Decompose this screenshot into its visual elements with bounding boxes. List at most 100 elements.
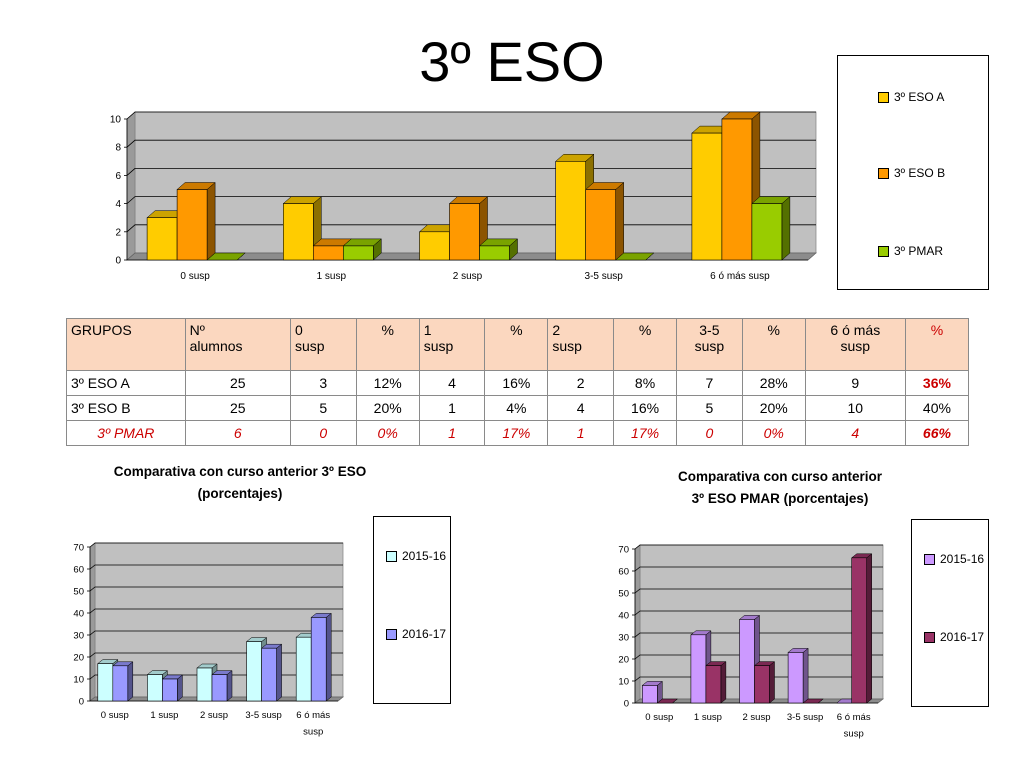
- gridline: [126, 139, 816, 148]
- bar: [162, 678, 178, 702]
- bar: [196, 667, 213, 702]
- y-tick-label: 70: [73, 542, 84, 553]
- legend-swatch-eso-b: [878, 167, 889, 179]
- legend-item-pmar: 3º PMAR: [878, 244, 943, 258]
- legend-swatch-eso-a: [878, 91, 889, 103]
- bar: [721, 118, 753, 261]
- table-cell: 4: [547, 395, 615, 421]
- y-tick-label: 20: [618, 654, 629, 665]
- chart-pmar-title-line-2: 3º ESO PMAR (porcentajes): [691, 491, 869, 506]
- table-cell: 4: [418, 370, 486, 396]
- bar: [739, 619, 755, 704]
- bar: [97, 663, 114, 702]
- x-tick-label: 6 ó más: [296, 710, 330, 721]
- gridline: [89, 630, 343, 636]
- table-cell: 2: [547, 370, 615, 396]
- x-tick-label: 1 susp: [317, 271, 347, 282]
- y-tick-label: 8: [115, 143, 121, 154]
- bar-top: [615, 252, 655, 261]
- y-tick-label: 40: [618, 610, 629, 621]
- table-cell: 16%: [613, 395, 678, 421]
- table-cell: 25: [184, 395, 292, 421]
- gridline: [89, 586, 343, 592]
- table-cell: 3: [290, 370, 357, 396]
- header-cell: %: [741, 318, 806, 371]
- header-cell: Nº alumnos: [184, 318, 292, 371]
- bar: [342, 245, 374, 261]
- header-cell: 0 susp: [290, 318, 357, 371]
- header-cell-line: susp: [295, 338, 325, 354]
- header-cell: %: [484, 318, 549, 371]
- table-cell: 17%: [484, 420, 549, 446]
- gridline: [89, 564, 343, 570]
- legend-label-pmar: 3º PMAR: [894, 244, 944, 258]
- table-cell: 16%: [484, 370, 549, 396]
- header-cell: 6 ó más susp: [804, 318, 906, 371]
- y-tick-label: 60: [618, 566, 629, 577]
- chart-pmar-title-line-1: Comparativa con curso anterior: [677, 469, 883, 484]
- bar-side: [177, 674, 183, 702]
- header-cell-line: alumnos: [189, 338, 243, 354]
- table-row: 3º ESO A 25 3 12% 4 16% 2 8% 7 28% 9 36%: [66, 370, 970, 396]
- table-cell: 5: [676, 395, 743, 421]
- header-cell-line: 6 ó más: [830, 322, 881, 338]
- bar: [691, 132, 723, 261]
- y-tick-label: 50: [73, 586, 84, 597]
- y-tick-label: 30: [618, 632, 629, 643]
- bar: [246, 641, 262, 702]
- x-tick-label: susp: [844, 729, 864, 740]
- table-cell: 25: [184, 370, 292, 396]
- header-cell-line: %: [767, 322, 780, 338]
- y-tick-label: 30: [73, 630, 84, 641]
- legend-label-eso-b: 3º ESO B: [894, 166, 946, 180]
- legend-label-eso-a: 3º ESO A: [894, 90, 945, 104]
- header-cell: 1 susp: [418, 318, 486, 371]
- header-cell-line: 3-5: [699, 322, 720, 338]
- table-row: 3º ESO B 25 5 20% 1 4% 4 16% 5 20% 10 40%: [66, 395, 970, 421]
- bar-top: [802, 698, 824, 704]
- table-cell: 12%: [355, 370, 420, 396]
- header-cell: 3-5 susp: [676, 318, 743, 371]
- header-cell-line: susp: [840, 338, 871, 354]
- bar: [313, 245, 344, 261]
- legend-swatch-pmar-2016-17: [924, 631, 935, 643]
- x-tick-label: 0 susp: [645, 712, 673, 723]
- main-chart-legend: 3º ESO A 3º ESO B 3º PMAR: [837, 55, 989, 290]
- eso-comparison-legend: 2015-16 2016-17: [373, 516, 451, 704]
- y-tick-label: 10: [618, 676, 629, 687]
- x-tick-label: 0 susp: [101, 710, 129, 721]
- header-cell-line: 2: [552, 322, 561, 338]
- legend-label-pmar-2016-17: 2016-17: [940, 630, 985, 644]
- legend-item-2016-17: 2016-17: [386, 627, 446, 641]
- plot-side-wall: [126, 111, 136, 261]
- results-table: GRUPOS Nº alumnos 0 susp% 1 susp% 2 susp% 3-5 susp…: [66, 318, 970, 446]
- x-tick-label: 0 susp: [180, 271, 210, 282]
- x-tick-label: 6 ó más: [837, 712, 871, 723]
- legend-swatch-2015-16: [386, 550, 397, 562]
- legend-swatch-pmar-2015-16: [924, 553, 935, 565]
- table-cell: 20%: [741, 395, 806, 421]
- y-tick-label: 10: [73, 674, 84, 685]
- y-tick-label: 4: [115, 199, 121, 210]
- legend-label-pmar-2015-16: 2015-16: [940, 552, 985, 566]
- chart-eso-title: Comparativa con curso anterior 3º ESO (p…: [60, 461, 420, 505]
- bar-side: [720, 661, 727, 704]
- legend-label-2016-17: 2016-17: [402, 627, 447, 641]
- gridline: [89, 608, 343, 614]
- eso-comparison-chart: 0 10 20 30 40 50 60 70 0 susp 1 susp 2 susp 3-5 sus…: [73, 542, 344, 738]
- x-tick-label: 1 susp: [150, 710, 178, 721]
- legend-swatch-2016-17: [386, 628, 397, 640]
- bar-side: [781, 196, 791, 261]
- header-cell-line: 0: [295, 322, 303, 338]
- y-tick-label: 70: [618, 544, 629, 555]
- table-header-row: GRUPOS Nº alumnos 0 susp% 1 susp% 2 susp% 3-5 susp…: [66, 318, 970, 371]
- bar: [585, 189, 617, 261]
- bar: [851, 557, 868, 704]
- bar: [211, 674, 228, 702]
- bar-side: [276, 643, 282, 702]
- table-cell: 0%: [741, 420, 806, 446]
- gridline: [634, 544, 883, 550]
- gridline: [126, 111, 816, 120]
- legend-item-eso-b: 3º ESO B: [878, 166, 945, 180]
- legend-item-pmar-2016-17: 2016-17: [924, 630, 984, 644]
